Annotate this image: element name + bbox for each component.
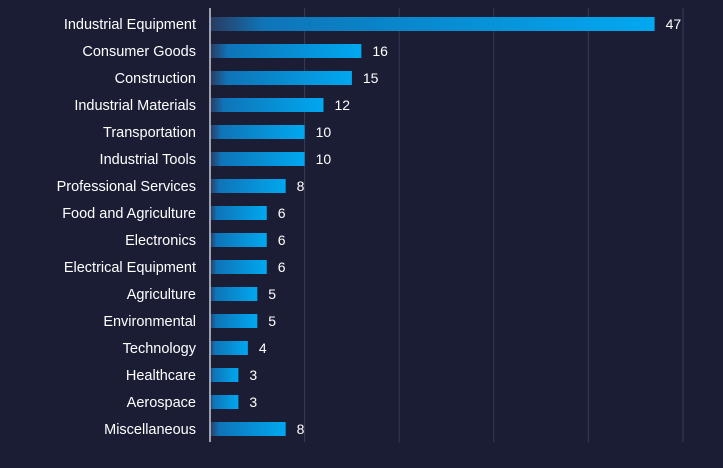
value-label: 8 — [297, 421, 305, 437]
category-label: Professional Services — [57, 179, 196, 195]
category-label: Industrial Equipment — [64, 17, 196, 33]
category-label: Agriculture — [127, 287, 196, 303]
bar-industrial-materials — [210, 98, 324, 112]
bar-miscellaneous — [210, 422, 286, 436]
category-label: Industrial Materials — [74, 98, 196, 114]
value-label: 47 — [666, 16, 682, 32]
value-label: 5 — [268, 313, 276, 329]
bars — [210, 17, 655, 436]
bar-professional-services — [210, 179, 286, 193]
category-label: Electrical Equipment — [64, 260, 196, 276]
bar-industrial-tools — [210, 152, 305, 166]
bar-transportation — [210, 125, 305, 139]
gridlines — [304, 8, 684, 442]
value-label: 6 — [278, 205, 286, 221]
category-label: Electronics — [125, 233, 196, 249]
bar-electronics — [210, 233, 267, 247]
bar-healthcare — [210, 368, 239, 382]
bar-electrical-equipment — [210, 260, 267, 274]
bar-environmental — [210, 314, 258, 328]
bar-food-and-agriculture — [210, 206, 267, 220]
category-labels: Industrial Equipment Consumer Goods Constr… — [57, 17, 197, 438]
value-label: 3 — [249, 394, 257, 410]
value-label: 5 — [268, 286, 276, 302]
category-label: Transportation — [103, 125, 196, 141]
value-label: 6 — [278, 259, 286, 275]
bar-construction — [210, 71, 352, 85]
category-label: Environmental — [103, 314, 196, 330]
value-label: 4 — [259, 340, 267, 356]
value-label: 10 — [316, 124, 332, 140]
category-label: Technology — [123, 341, 197, 357]
bar-agriculture — [210, 287, 258, 301]
value-label: 10 — [316, 151, 332, 167]
value-label: 16 — [372, 43, 388, 59]
category-label: Consumer Goods — [82, 44, 196, 60]
value-label: 6 — [278, 232, 286, 248]
category-label: Food and Agriculture — [62, 206, 196, 222]
category-label: Aerospace — [127, 395, 196, 411]
bar-aerospace — [210, 395, 239, 409]
bar-industrial-equipment — [210, 17, 655, 31]
value-label: 12 — [335, 97, 351, 113]
category-label: Industrial Tools — [100, 152, 196, 168]
category-label: Construction — [115, 71, 196, 87]
value-label: 3 — [249, 367, 257, 383]
value-label: 15 — [363, 70, 379, 86]
category-label: Healthcare — [126, 368, 196, 384]
value-label: 8 — [297, 178, 305, 194]
bar-technology — [210, 341, 248, 355]
bar-consumer-goods — [210, 44, 362, 58]
category-label: Miscellaneous — [104, 422, 196, 438]
